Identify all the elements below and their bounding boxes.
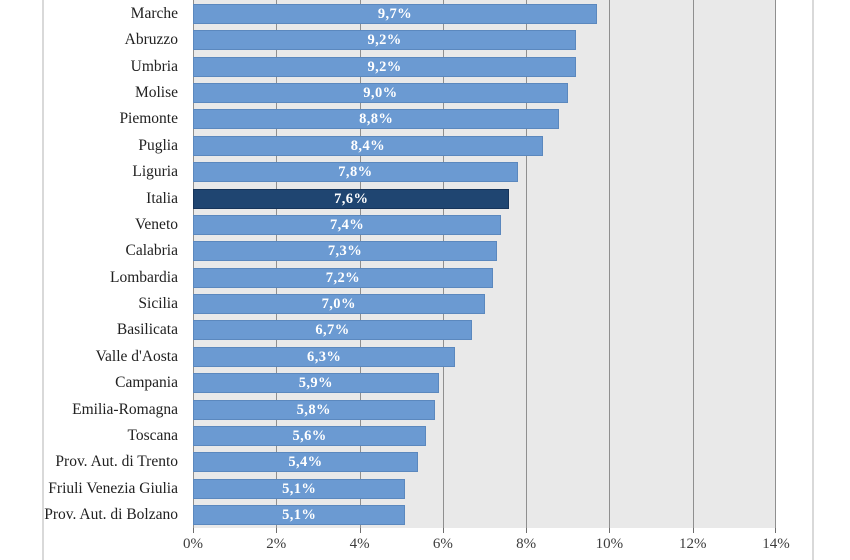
x-axis-tick — [193, 528, 194, 533]
bar: 8,8% — [193, 109, 560, 130]
bar: 8,4% — [193, 135, 543, 156]
gridline — [442, 0, 444, 528]
frame-left-line — [42, 0, 44, 560]
bar-value-label: 9,7% — [377, 6, 413, 22]
bar: 7,4% — [193, 214, 502, 235]
bar: 7,0% — [193, 294, 485, 315]
bar-value-label: 8,8% — [359, 111, 394, 128]
category-label: Molise — [134, 84, 178, 102]
bar: 9,7% — [193, 4, 597, 24]
x-axis-tick — [692, 528, 694, 533]
gridline — [526, 0, 528, 528]
x-axis-tick — [359, 528, 361, 533]
x-axis-tick — [442, 528, 444, 533]
category-label: Veneto — [134, 215, 178, 233]
bar: 5,9% — [193, 373, 439, 394]
bar-value-label: 5,1% — [282, 480, 317, 497]
category-label: Lombardia — [109, 268, 178, 286]
x-tick-label: 2% — [266, 536, 287, 552]
bar-value-label: 6,3% — [307, 348, 342, 365]
bar-value-label: 7,6% — [334, 190, 369, 207]
category-label: Prov. Aut. di Trento — [55, 453, 178, 471]
bar: 7,8% — [193, 162, 518, 183]
x-tick-label: 14% — [762, 536, 790, 552]
category-label: Calabria — [125, 242, 178, 260]
bar: 6,3% — [193, 346, 456, 367]
bar: 9,2% — [193, 56, 577, 77]
x-tick-label: 12% — [678, 536, 707, 552]
category-label: Umbria — [130, 57, 178, 75]
category-label: Marche — [130, 5, 178, 22]
x-axis-tick — [609, 528, 611, 533]
category-label: Piemonte — [119, 110, 178, 128]
bar-value-label: 9,0% — [363, 85, 398, 102]
gridline — [276, 0, 278, 528]
gridline — [692, 0, 694, 528]
bar: 9,0% — [193, 83, 568, 104]
category-label: Toscana — [127, 426, 178, 444]
x-tick-label: 4% — [349, 536, 370, 552]
category-label: Liguria — [132, 163, 178, 181]
bar-value-label: 5,4% — [288, 454, 323, 471]
bar: 5,6% — [193, 425, 427, 446]
bar-value-label: 7,0% — [321, 296, 356, 313]
bar: 7,2% — [193, 267, 493, 288]
category-label: Abruzzo — [124, 31, 178, 49]
category-label: Basilicata — [116, 321, 178, 339]
category-label: Prov. Aut. di Bolzano — [44, 505, 178, 523]
bar-value-label: 7,3% — [327, 243, 363, 260]
bar-highlight-italia: 7,6% — [193, 188, 510, 209]
bar: 5,4% — [193, 452, 418, 473]
bar-value-label: 5,9% — [298, 375, 333, 392]
gridline — [193, 0, 194, 528]
bar: 7,3% — [193, 241, 497, 262]
bar-value-label: 7,4% — [329, 216, 365, 233]
bar-value-label: 9,2% — [367, 58, 402, 75]
gridline — [609, 0, 611, 528]
x-tick-label: 8% — [516, 536, 537, 552]
gridline — [359, 0, 361, 528]
category-label: Emilia-Romagna — [72, 400, 178, 418]
category-label: Friuli Venezia Giulia — [48, 479, 178, 497]
bar-value-label: 7,8% — [338, 164, 373, 181]
x-axis-tick — [276, 528, 278, 533]
bar-value-label: 9,2% — [367, 32, 402, 49]
gridline — [775, 0, 776, 528]
x-tick-label: 10% — [595, 536, 624, 552]
category-label: Valle d'Aosta — [95, 347, 178, 365]
bar-value-label: 8,4% — [350, 137, 386, 154]
bar: 5,8% — [193, 399, 435, 420]
plot-area — [193, 0, 776, 528]
x-tick-label: 0% — [183, 536, 203, 552]
category-label: Campania — [115, 374, 178, 392]
x-tick-label: 6% — [432, 536, 453, 552]
bar-value-label: 6,7% — [315, 322, 350, 339]
x-axis-tick — [526, 528, 528, 533]
bar: 5,1% — [193, 478, 406, 499]
bar-value-label: 7,2% — [325, 269, 361, 286]
category-label: Italia — [146, 189, 178, 207]
frame-right-line — [812, 0, 814, 560]
category-label: Sicilia — [138, 295, 178, 313]
category-label: Puglia — [138, 136, 178, 154]
bar: 5,1% — [193, 504, 406, 525]
bar-value-label: 5,8% — [296, 401, 331, 418]
bar-value-label: 5,1% — [282, 506, 317, 523]
bar-value-label: 5,6% — [292, 427, 327, 444]
bar: 9,2% — [193, 30, 577, 51]
bar: 6,7% — [193, 320, 472, 341]
x-axis-tick — [775, 528, 776, 533]
